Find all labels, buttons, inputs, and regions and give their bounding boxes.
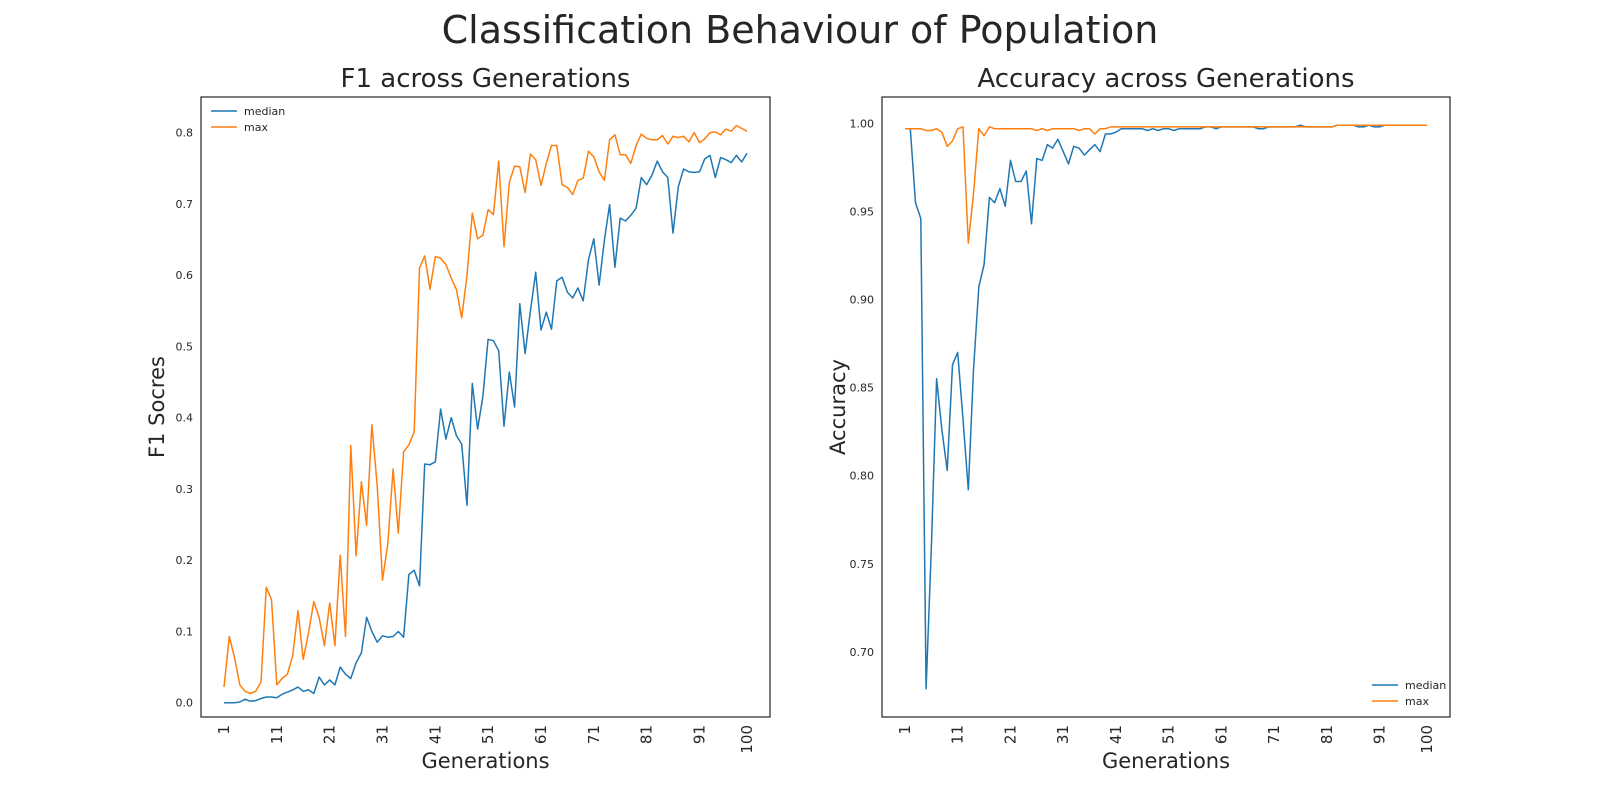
x-tick-label: 31 bbox=[373, 725, 391, 744]
series-line-max bbox=[223, 124, 748, 695]
x-tick-label: 51 bbox=[1160, 725, 1178, 744]
x-axis-label: Generations bbox=[1102, 749, 1230, 773]
x-tick-label: 81 bbox=[638, 725, 656, 744]
x-tick-label: 11 bbox=[268, 725, 286, 744]
y-tick-label: 0.4 bbox=[176, 412, 194, 425]
x-tick-label: 100 bbox=[738, 725, 756, 754]
y-tick-label: 0.85 bbox=[850, 382, 875, 395]
series-line-max bbox=[905, 124, 1427, 244]
x-axis-label: Generations bbox=[421, 749, 549, 773]
y-tick-label: 0.8 bbox=[176, 127, 194, 140]
y-tick-label: 0.2 bbox=[176, 554, 194, 567]
y-tick-label: 0.80 bbox=[850, 470, 875, 483]
y-tick-label: 0.95 bbox=[850, 205, 875, 218]
y-axis-label: Accuracy bbox=[826, 359, 850, 455]
x-tick-label: 41 bbox=[1107, 725, 1125, 744]
x-tick-label: 91 bbox=[1371, 725, 1389, 744]
legend: median max bbox=[1372, 679, 1446, 708]
figure-title: Classification Behaviour of Population bbox=[441, 8, 1159, 52]
y-tick-label: 0.1 bbox=[176, 625, 194, 638]
y-tick-label: 0.5 bbox=[176, 340, 194, 353]
legend: median max bbox=[211, 105, 285, 134]
x-tick-label: 100 bbox=[1418, 725, 1436, 754]
x-tick-label: 1 bbox=[215, 725, 233, 735]
y-tick-label: 0.70 bbox=[850, 646, 875, 659]
plot-title: Accuracy across Generations bbox=[977, 64, 1354, 94]
legend-label: max bbox=[1405, 695, 1429, 708]
y-tick-label: 0.0 bbox=[176, 697, 194, 710]
series-line-median bbox=[224, 152, 748, 704]
y-tick-label: 0.7 bbox=[176, 198, 194, 211]
x-tick-label: 71 bbox=[585, 725, 603, 744]
plot-title: F1 across Generations bbox=[341, 64, 631, 94]
series-line-median bbox=[905, 124, 1427, 690]
y-tick-label: 1.00 bbox=[850, 117, 875, 130]
x-tick-label: 11 bbox=[949, 725, 967, 744]
y-tick-label: 0.6 bbox=[176, 269, 194, 282]
x-tick-label: 21 bbox=[321, 725, 339, 744]
x-tick-label: 1 bbox=[896, 725, 914, 735]
x-tick-label: 71 bbox=[1265, 725, 1283, 744]
chart-panel-2: Accuracy across Generations 0.70 0.75 0.80 0… bbox=[826, 64, 1451, 773]
plot-frame bbox=[881, 96, 1451, 718]
chart-panel-1: F1 across Generations 0.0 0.1 0.2 0.3 0.4 0.5 0… bbox=[145, 64, 771, 773]
x-tick-label: 81 bbox=[1318, 725, 1336, 744]
x-tick-label: 41 bbox=[426, 725, 444, 744]
legend-label: max bbox=[244, 121, 268, 134]
x-tick-label: 61 bbox=[1212, 725, 1230, 744]
x-tick-label: 91 bbox=[690, 725, 708, 744]
x-tick-label: 51 bbox=[479, 725, 497, 744]
legend-label: median bbox=[244, 105, 285, 118]
y-tick-label: 0.3 bbox=[176, 483, 194, 496]
y-tick-label: 0.75 bbox=[850, 558, 875, 571]
y-axis-label: F1 Socres bbox=[145, 356, 169, 458]
plot-frame bbox=[200, 96, 771, 718]
y-tick-label: 0.90 bbox=[850, 294, 875, 307]
x-tick-label: 61 bbox=[532, 725, 550, 744]
x-tick-label: 21 bbox=[1001, 725, 1019, 744]
x-tick-label: 31 bbox=[1054, 725, 1072, 744]
legend-label: median bbox=[1405, 679, 1446, 692]
